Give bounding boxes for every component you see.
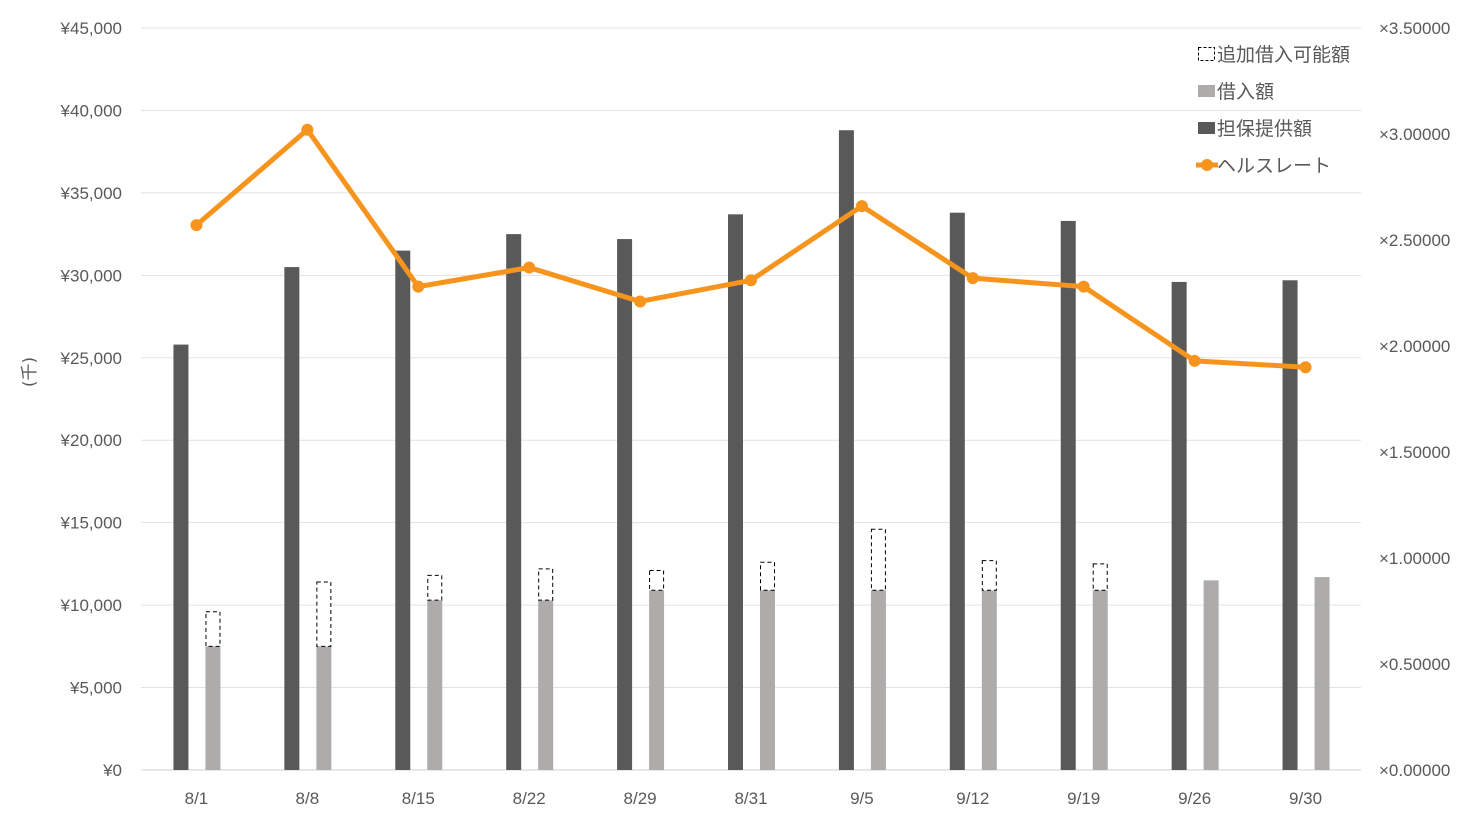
x-tick-label: 9/30 — [1289, 789, 1322, 808]
borrowed-bar — [205, 646, 221, 770]
collateral-bar — [1282, 280, 1298, 770]
borrowed-bar — [1203, 580, 1219, 770]
borrowed-bar — [538, 600, 554, 770]
health-rate-point — [412, 280, 425, 293]
x-tick-label: 9/12 — [956, 789, 989, 808]
x-tick-label: 9/19 — [1067, 789, 1100, 808]
collateral-bar — [1171, 281, 1187, 770]
x-axis-ticks: 8/1 8/8 8/15 8/22 8/29 8/31 9/5 9/12 9/19 9/26 9/3… — [185, 789, 1322, 808]
collateral-bar — [617, 239, 633, 770]
x-tick-label: 9/26 — [1178, 789, 1211, 808]
left-axis-ticks: ¥0 ¥5,000 ¥10,000 ¥15,000 ¥20,000 ¥25,000 ¥30,… — [60, 19, 122, 780]
health-rate-point — [190, 219, 203, 232]
health-rate-point — [1077, 280, 1090, 293]
borrowed-bar — [760, 590, 775, 770]
right-tick-label: ×2.50000 — [1379, 231, 1450, 250]
x-tick-label: 8/15 — [402, 789, 435, 808]
additional-borrowing-bar — [649, 569, 665, 591]
left-tick-label: ¥40,000 — [60, 101, 122, 120]
x-tick-label: 8/8 — [296, 789, 320, 808]
additional-borrowing-bar — [538, 568, 554, 601]
borrowed-bar — [427, 600, 443, 770]
left-axis-unit-label: (千) — [20, 357, 40, 387]
additional-borrowing-bar — [205, 611, 221, 647]
legend-label: 追加借入可能額 — [1217, 44, 1350, 66]
right-tick-label: ×3.50000 — [1379, 19, 1450, 38]
right-tick-label: ×2.00000 — [1379, 337, 1450, 356]
collateral-bar — [506, 234, 522, 771]
right-tick-label: ×1.00000 — [1379, 549, 1450, 568]
left-tick-label: ¥5,000 — [69, 679, 122, 698]
additional-borrowing-bar — [760, 561, 775, 591]
collateral-bar — [1060, 220, 1076, 771]
health-rate-point — [855, 200, 868, 213]
borrowed-bar — [316, 646, 332, 770]
borrowed-bar — [981, 590, 997, 770]
left-tick-label: ¥35,000 — [60, 184, 122, 203]
left-tick-label: ¥25,000 — [60, 349, 122, 368]
health-rate-point — [301, 123, 314, 136]
borrowed-bar — [1314, 577, 1330, 770]
gridlines — [141, 27, 1361, 771]
legend-swatch-additional — [1198, 47, 1215, 61]
health-rate-point — [745, 274, 757, 287]
legend-label: 担保提供額 — [1217, 118, 1312, 140]
right-axis-ticks: ×0.00000 ×0.50000 ×1.00000 ×1.50000 ×2.00000… — [1379, 19, 1450, 780]
right-tick-label: ×3.00000 — [1379, 125, 1450, 144]
additional-borrowing-bar — [1092, 563, 1108, 591]
left-tick-label: ¥30,000 — [60, 266, 122, 285]
legend-label: ヘルスレート — [1217, 155, 1331, 177]
left-tick-label: ¥20,000 — [60, 431, 122, 450]
right-tick-label: ×0.50000 — [1379, 655, 1450, 674]
legend-label: 借入額 — [1217, 81, 1274, 103]
left-tick-label: ¥45,000 — [60, 19, 122, 38]
health-rate-polyline — [194, 127, 1306, 370]
x-tick-label: 8/22 — [513, 789, 546, 808]
bars — [173, 130, 1330, 771]
left-tick-label: ¥15,000 — [60, 514, 122, 533]
legend-swatch — [1198, 122, 1215, 134]
right-tick-label: ×1.50000 — [1379, 443, 1450, 462]
health-rate-point — [1299, 361, 1312, 374]
additional-borrowing-bar — [981, 560, 997, 591]
collateral-bar — [728, 214, 743, 770]
left-tick-label: ¥10,000 — [60, 596, 122, 615]
collateral-bar — [284, 267, 300, 770]
additional-borrowing-bar — [316, 581, 332, 647]
x-tick-label: 9/5 — [850, 789, 874, 808]
additional-borrowing-bar — [870, 528, 886, 591]
health-rate-point — [966, 272, 979, 285]
collateral-bar — [173, 344, 189, 770]
health-rate-line — [190, 123, 1312, 374]
collateral-bar — [949, 212, 965, 771]
x-tick-label: 8/29 — [624, 789, 657, 808]
additional-borrowing-bar — [427, 574, 443, 601]
left-tick-label: ¥0 — [102, 761, 122, 780]
borrowed-bar — [870, 590, 886, 770]
health-rate-point — [634, 295, 647, 308]
borrowed-bar — [1092, 590, 1108, 770]
x-tick-label: 8/1 — [185, 789, 209, 808]
collateral-bar — [395, 250, 411, 771]
right-tick-label: ×0.00000 — [1379, 761, 1450, 780]
collateral-bar — [838, 130, 854, 771]
health-rate-point — [1188, 354, 1201, 367]
legend-swatch-marker — [1201, 159, 1213, 171]
borrowed-bar — [649, 590, 665, 770]
x-tick-label: 8/31 — [734, 789, 767, 808]
health-rate-point — [523, 261, 536, 274]
legend-swatch — [1198, 85, 1215, 97]
